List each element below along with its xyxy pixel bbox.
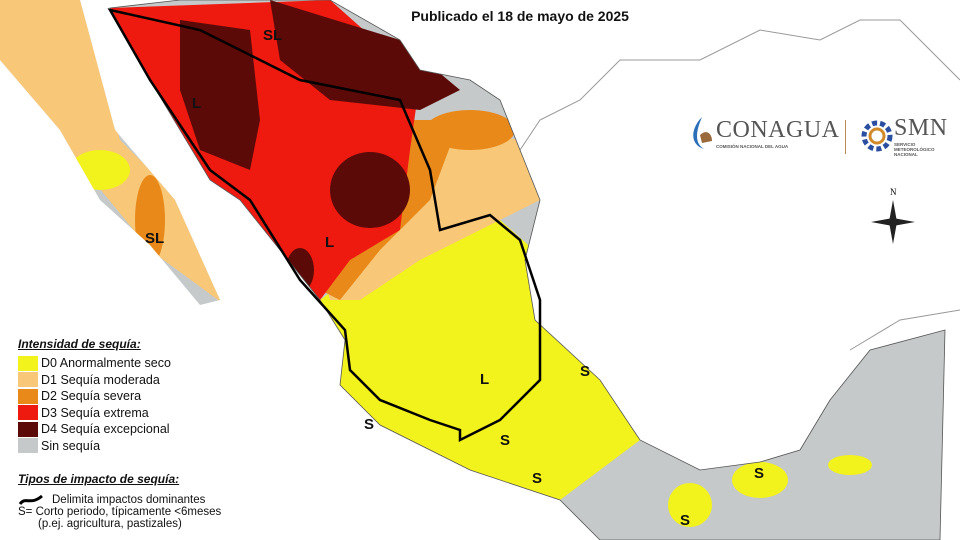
legend-title: Intensidad de sequía: (18, 337, 141, 351)
compass-north-label: N (890, 187, 897, 197)
legend-item-d0: D0 Anormalmente seco (18, 355, 171, 372)
swatch-d4 (18, 421, 38, 437)
smn-name: SMN (894, 115, 948, 141)
smn-subtitle: SERVICIO METEOROLÓGICO NACIONAL (894, 142, 935, 157)
d4-chihuahua (330, 152, 410, 228)
d0-central (320, 220, 640, 500)
swatch-d3 (18, 405, 38, 421)
impact-types-legend: Tipos de impacto de sequía: Delimita imp… (18, 472, 221, 530)
publication-date: Publicado el 18 de mayo de 2025 (411, 8, 629, 24)
legend-item-d2: D2 Sequía severa (18, 388, 171, 405)
impact-title: Tipos de impacto de sequía: (18, 472, 180, 486)
logo-separator (845, 120, 846, 154)
legend-label: D2 Sequía severa (41, 389, 142, 404)
label-l-sonora: L (192, 95, 201, 112)
label-l-central: L (480, 371, 489, 388)
d0-baja (70, 150, 130, 190)
label-sl-north: SL (263, 27, 282, 44)
swatch-d1 (18, 372, 38, 388)
boundary-line-icon (18, 494, 43, 506)
label-sl-baja: SL (145, 230, 164, 247)
conagua-subtitle: COMISIÓN NACIONAL DEL AGUA (716, 144, 789, 149)
us-gulf-coast (519, 19, 960, 151)
legend-item-none: Sin sequía (18, 438, 171, 455)
d0-yucatan (828, 455, 872, 475)
d0-guerrero (525, 454, 555, 486)
label-s-guerrero: S (532, 470, 542, 487)
conagua-logo: CONAGUA COMISIÓN NACIONAL DEL AGUA (688, 115, 840, 151)
legend-label: D1 Sequía moderada (41, 372, 160, 387)
legend-label: D0 Anormalmente seco (41, 356, 171, 371)
compass-rose-icon: N (871, 187, 915, 244)
d0-oaxaca (668, 483, 712, 527)
impact-boundary-line (107, 8, 542, 443)
d4-sinaloa (286, 248, 314, 292)
label-l-durango: L (325, 234, 334, 251)
conagua-emblem-icon (693, 117, 712, 149)
legend-label: D3 Sequía extrema (41, 405, 149, 420)
label-s-jalisco: S (364, 416, 374, 433)
d2-baja (135, 175, 165, 265)
impact-line-label: Delimita impactos dominantes (52, 494, 206, 506)
smn-emblem-icon (861, 120, 893, 152)
d0-tabasco (732, 462, 788, 498)
label-s-veracruz: S (580, 363, 590, 380)
smn-logo: SMN SERVICIO METEOROLÓGICO NACIONAL (860, 115, 948, 157)
conagua-name: CONAGUA (716, 117, 840, 143)
d4-north-1 (180, 20, 260, 170)
swatch-d2 (18, 388, 38, 404)
legend-item-d4: D4 Sequía excepcional (18, 421, 171, 438)
label-s-oaxaca: S (680, 512, 690, 529)
swatch-none (18, 438, 38, 454)
label-s-mexico: S (500, 432, 510, 449)
drought-intensity-legend: Intensidad de sequía: D0 Anormalmente se… (18, 337, 171, 454)
cuba-coast (849, 309, 960, 351)
legend-label: Sin sequía (41, 438, 101, 453)
legend-item-d3: D3 Sequía extrema (18, 405, 171, 422)
swatch-d0 (18, 355, 38, 371)
impact-line-item: Delimita impactos dominantes (18, 494, 221, 506)
label-s-tabasco: S (754, 465, 764, 482)
legend-label: D4 Sequía excepcional (41, 422, 170, 437)
impact-s-example: (p.ej. agricultura, pastizales) (38, 518, 182, 530)
impact-s-label: S= Corto periodo, típicamente <6meses (18, 506, 222, 518)
legend-item-d1: D1 Sequía moderada (18, 372, 171, 389)
d2-nuevoleon (425, 110, 515, 150)
